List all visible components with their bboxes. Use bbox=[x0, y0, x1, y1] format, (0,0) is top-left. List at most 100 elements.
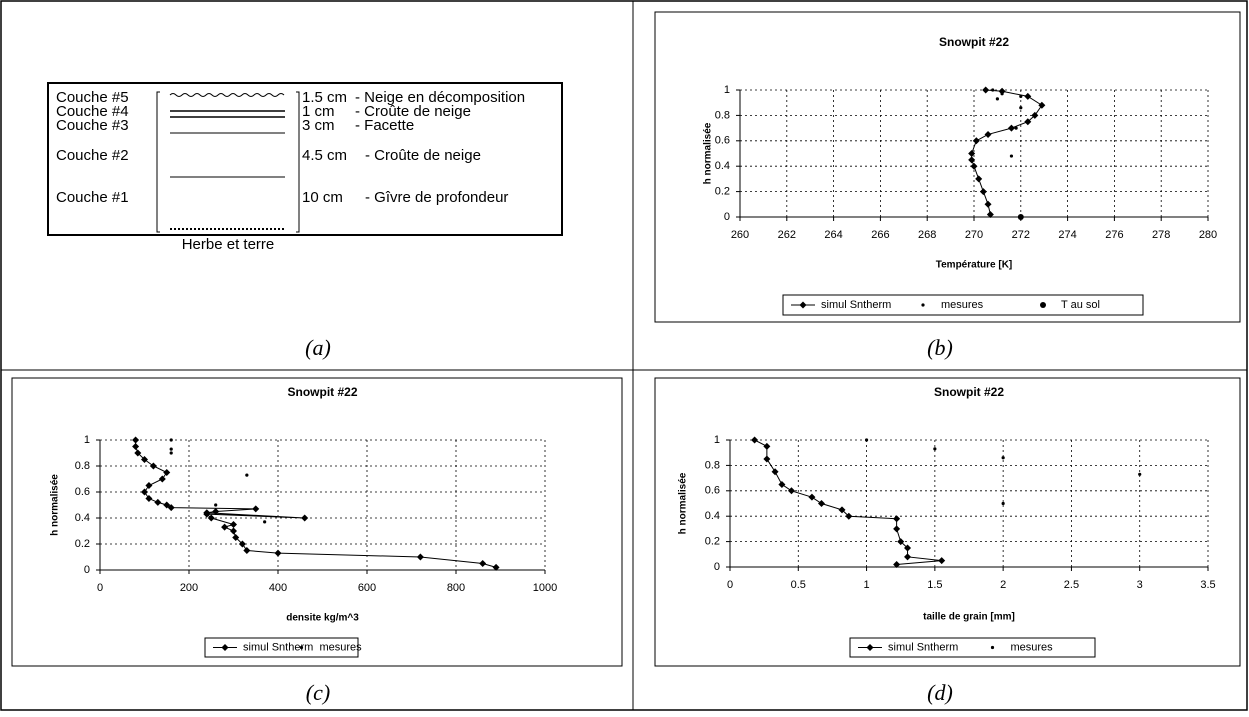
layer-name: Couche #1 bbox=[56, 189, 129, 206]
point bbox=[301, 515, 308, 522]
point bbox=[996, 97, 999, 100]
point bbox=[904, 553, 911, 560]
point bbox=[778, 481, 785, 488]
point bbox=[252, 505, 259, 512]
point bbox=[763, 456, 770, 463]
point bbox=[933, 447, 936, 450]
point bbox=[893, 525, 900, 532]
x-tick-label: 274 bbox=[1058, 229, 1076, 241]
legend-label: simul Sntherm bbox=[821, 299, 891, 311]
y-tick-label: 0.8 bbox=[715, 109, 730, 121]
layer-description: - Facette bbox=[355, 117, 414, 134]
series-line bbox=[972, 90, 1042, 214]
point bbox=[417, 554, 424, 561]
y-tick-label: 1 bbox=[724, 84, 730, 96]
point bbox=[214, 503, 217, 506]
point bbox=[141, 489, 148, 496]
point bbox=[808, 494, 815, 501]
x-tick-label: 400 bbox=[269, 582, 287, 594]
outer-border bbox=[1, 1, 1247, 710]
chart-frame bbox=[655, 378, 1240, 666]
ground-label: Herbe et terre bbox=[182, 236, 275, 253]
point bbox=[203, 509, 210, 516]
x-tick-label: 3 bbox=[1137, 579, 1143, 591]
panel-label: (c) bbox=[306, 680, 330, 705]
point bbox=[154, 499, 161, 506]
point bbox=[1019, 106, 1022, 109]
point bbox=[275, 550, 282, 557]
point bbox=[975, 175, 982, 182]
y-tick-label: 0 bbox=[714, 561, 720, 573]
layer-name: Couche #2 bbox=[56, 147, 129, 164]
y-tick-label: 0.2 bbox=[75, 538, 90, 550]
x-tick-label: 262 bbox=[778, 229, 796, 241]
layer-boundary bbox=[170, 94, 284, 97]
point bbox=[145, 482, 152, 489]
x-tick-label: 600 bbox=[358, 582, 376, 594]
point bbox=[170, 448, 173, 451]
legend-marker bbox=[300, 646, 303, 649]
point bbox=[145, 495, 152, 502]
point bbox=[170, 438, 173, 441]
y-tick-label: 0.4 bbox=[705, 510, 720, 522]
chart-title: Snowpit #22 bbox=[287, 385, 357, 399]
y-tick-label: 1 bbox=[84, 434, 90, 446]
point bbox=[893, 515, 900, 522]
point bbox=[230, 528, 237, 535]
x-tick-label: 264 bbox=[824, 229, 842, 241]
point bbox=[818, 500, 825, 507]
point bbox=[763, 443, 770, 450]
point bbox=[245, 474, 248, 477]
layer-description: - Gîvre de profondeur bbox=[365, 189, 508, 206]
y-tick-label: 0.2 bbox=[715, 186, 730, 198]
point bbox=[230, 521, 237, 528]
point bbox=[221, 524, 228, 531]
y-tick-label: 0 bbox=[84, 564, 90, 576]
legend-marker bbox=[921, 303, 924, 306]
layer-thickness: 3 cm bbox=[302, 117, 335, 134]
point bbox=[1002, 456, 1005, 459]
panel-label: (d) bbox=[927, 680, 953, 705]
point bbox=[1008, 125, 1015, 132]
x-tick-label: 0 bbox=[97, 582, 103, 594]
point bbox=[243, 547, 250, 554]
x-tick-label: 260 bbox=[731, 229, 749, 241]
x-tick-label: 278 bbox=[1152, 229, 1170, 241]
point bbox=[980, 188, 987, 195]
y-tick-label: 0 bbox=[724, 211, 730, 223]
legend-label: mesures bbox=[1011, 641, 1054, 653]
point bbox=[163, 469, 170, 476]
point bbox=[982, 87, 989, 94]
legend bbox=[850, 638, 1095, 657]
x-tick-label: 3.5 bbox=[1200, 579, 1215, 591]
legend-marker bbox=[1040, 302, 1046, 308]
bracket bbox=[157, 92, 299, 232]
panel-label: (a) bbox=[305, 335, 331, 360]
x-tick-label: 268 bbox=[918, 229, 936, 241]
chart-title: Snowpit #22 bbox=[939, 35, 1009, 49]
y-tick-label: 0.6 bbox=[715, 135, 730, 147]
point bbox=[971, 163, 978, 170]
x-tick-label: 280 bbox=[1199, 229, 1217, 241]
point bbox=[1038, 102, 1045, 109]
chart: Snowpit #22Température [K]h normalisée00… bbox=[655, 12, 1240, 322]
point bbox=[991, 88, 994, 91]
point bbox=[973, 137, 980, 144]
legend-label: T au sol bbox=[1061, 299, 1100, 311]
chart-title: Snowpit #22 bbox=[934, 385, 1004, 399]
point bbox=[1015, 127, 1018, 130]
chart-frame bbox=[655, 12, 1240, 322]
y-tick-label: 0.8 bbox=[75, 460, 90, 472]
x-tick-label: 270 bbox=[965, 229, 983, 241]
legend-marker bbox=[991, 646, 994, 649]
point bbox=[1018, 214, 1024, 220]
point bbox=[1002, 502, 1005, 505]
point bbox=[788, 487, 795, 494]
point bbox=[159, 476, 166, 483]
x-tick-label: 2 bbox=[1000, 579, 1006, 591]
layer-thickness: 4.5 cm bbox=[302, 147, 347, 164]
x-tick-label: 266 bbox=[871, 229, 889, 241]
point bbox=[150, 463, 157, 470]
point bbox=[1138, 473, 1141, 476]
point bbox=[968, 156, 975, 163]
